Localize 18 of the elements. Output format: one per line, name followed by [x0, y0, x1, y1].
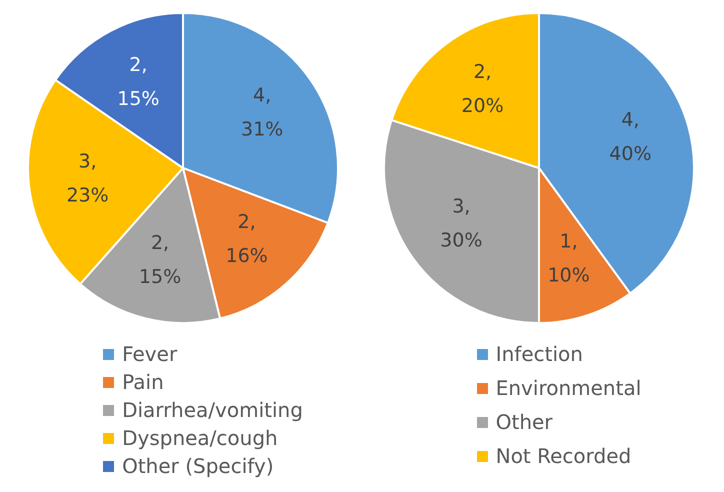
legend-label: Not Recorded — [496, 444, 632, 468]
legend-label: Dyspnea/cough — [122, 426, 278, 450]
data-label: 3, 23% — [66, 150, 109, 207]
legend-label: Infection — [496, 342, 583, 366]
legend-label: Fever — [122, 342, 178, 366]
data-label: 4, 31% — [240, 84, 284, 140]
legend-label: Environmental — [496, 376, 642, 400]
legend-label: Pain — [122, 370, 164, 394]
data-label: 1, 10% — [548, 230, 590, 286]
legend-label: Other (Specify) — [122, 454, 274, 478]
legend-label: Diarrhea/vomiting — [122, 398, 303, 422]
data-label: 2, 15% — [138, 232, 182, 288]
data-label: 2, 20% — [461, 61, 504, 118]
data-label: 2, 15% — [117, 54, 160, 110]
data-label: 4, 40% — [609, 109, 652, 166]
data-label: 2, 16% — [226, 210, 268, 267]
data-label: 3, 30% — [440, 195, 482, 252]
legend-label: Other — [496, 410, 553, 434]
